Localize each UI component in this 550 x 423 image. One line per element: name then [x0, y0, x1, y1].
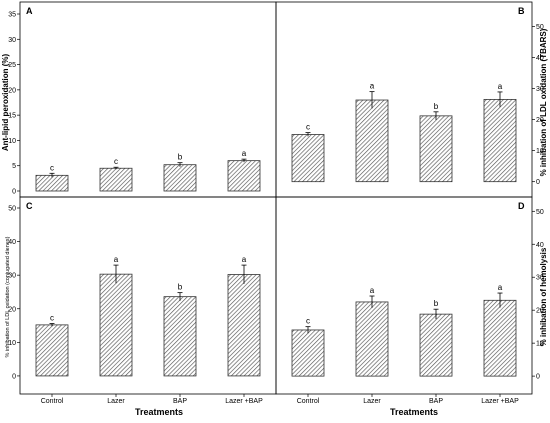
y-tick-label: 10 — [8, 138, 16, 145]
y-tick-label: 20 — [536, 117, 544, 124]
x-tick-label: Control — [297, 398, 320, 405]
panel-b: B 0 10 20 30 40 50% inhibation of LDL oxidatio… — [275, 1, 548, 198]
significance-label: a — [498, 82, 503, 91]
y-tick-label: 0 — [12, 373, 16, 380]
y-tick-label: 0 — [12, 189, 16, 196]
panel-letter: B — [518, 6, 525, 16]
significance-label: c — [306, 317, 310, 326]
x-tick-label: Lazer +BAP — [225, 398, 263, 405]
panel-letter: D — [518, 201, 525, 211]
x-tick-label: BAP — [173, 398, 187, 405]
significance-label: a — [498, 283, 503, 292]
panel-c: C 0 10 20 30 40 50 % inhibation of LDL oxidatio… — [5, 196, 277, 405]
x-tick-label: Lazer +BAP — [481, 398, 519, 405]
panel-letter: C — [26, 201, 33, 211]
y-axis-title: % inhibation of LDL oxidation (conjugate… — [5, 236, 11, 357]
significance-label: b — [434, 299, 439, 308]
x-tick-label: BAP — [429, 398, 443, 405]
x-tick-label: Lazer — [107, 398, 125, 405]
x-axis-title-left: Treatments — [135, 407, 183, 417]
bar — [99, 273, 133, 377]
significance-label: b — [178, 153, 183, 162]
y-tick-label: 5 — [12, 163, 16, 170]
y-tick-label: 10 — [536, 341, 544, 348]
significance-label: a — [242, 255, 247, 264]
significance-label: c — [50, 314, 54, 323]
bar — [483, 299, 517, 377]
panel-d: D 0 10 20 30 40 50 % inhibation of hemolysis c Co… — [275, 196, 548, 405]
y-tick-label: 15 — [8, 113, 16, 120]
bar — [419, 313, 453, 377]
bar — [419, 115, 453, 183]
y-tick-label: 20 — [536, 308, 544, 315]
bar — [163, 164, 197, 192]
panel-frame — [275, 196, 533, 395]
y-tick-label: 50 — [536, 209, 544, 216]
x-tick-label: Lazer — [363, 398, 381, 405]
y-tick-label: 30 — [536, 275, 544, 282]
panels: A 0 5 10 15 20 25 30 35 Ant-lipid peroxidation (%… — [1, 1, 548, 405]
y-tick-label: 0 — [536, 374, 540, 381]
bar — [291, 134, 325, 183]
bar — [163, 296, 197, 377]
significance-label: c — [306, 123, 310, 132]
panel-letter: A — [26, 6, 33, 16]
bar — [99, 167, 133, 192]
significance-label: a — [370, 286, 375, 295]
bar — [355, 301, 389, 377]
bar — [291, 329, 325, 377]
significance-label: c — [114, 157, 118, 166]
y-tick-label: 20 — [8, 87, 16, 94]
significance-label: a — [370, 82, 375, 91]
bar — [35, 174, 69, 192]
y-tick-label: 50 — [8, 206, 16, 213]
y-tick-label: 10 — [8, 340, 16, 347]
x-axis-title-right: Treatments — [390, 407, 438, 417]
y-tick-label: 30 — [8, 37, 16, 44]
y-axis-title: Ant-lipid peroxidation (%) — [1, 54, 10, 152]
y-tick-label: 10 — [536, 148, 544, 155]
y-tick-label: 30 — [8, 273, 16, 280]
y-axis-title: % inhibation of hemolysis — [539, 247, 548, 346]
y-tick-label: 20 — [8, 306, 16, 313]
y-tick-label: 35 — [8, 12, 16, 19]
bar — [227, 274, 261, 377]
y-tick-label: 50 — [536, 24, 544, 31]
y-tick-label: 30 — [536, 86, 544, 93]
x-tick-label: Control — [41, 398, 64, 405]
significance-label: a — [114, 255, 119, 264]
y-axis-title: % inhibation of LDL oxidation (TBARS) — [539, 28, 548, 176]
bar — [355, 99, 389, 183]
panel-a: A 0 5 10 15 20 25 30 35 Ant-lipid peroxidation (%… — [1, 1, 277, 198]
y-tick-label: 25 — [8, 62, 16, 69]
y-tick-label: 40 — [8, 239, 16, 246]
bar — [35, 324, 69, 377]
bar — [483, 98, 517, 183]
significance-label: b — [434, 102, 439, 111]
significance-label: a — [242, 149, 247, 158]
significance-label: c — [50, 163, 54, 172]
bar — [227, 160, 261, 192]
y-tick-label: 40 — [536, 242, 544, 249]
significance-label: b — [178, 283, 183, 292]
y-tick-label: 40 — [536, 55, 544, 62]
y-tick-label: 0 — [536, 179, 540, 186]
